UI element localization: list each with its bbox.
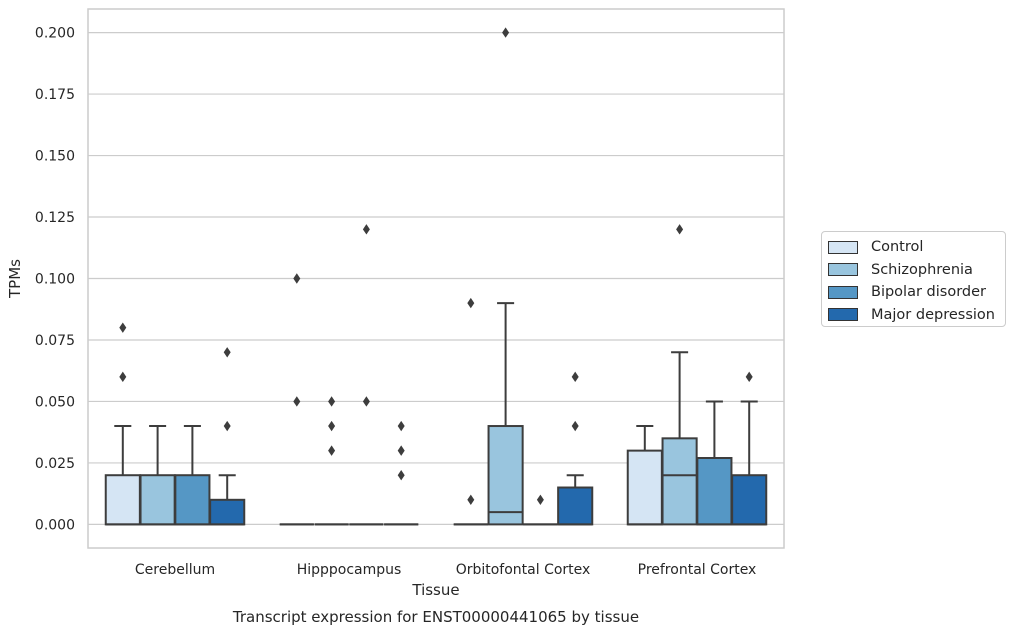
outlier-point bbox=[119, 371, 127, 383]
box-iqr bbox=[104, 474, 141, 526]
outlier-point bbox=[223, 347, 231, 358]
box-control bbox=[279, 273, 314, 526]
box-iqr bbox=[209, 498, 246, 526]
outlier-point bbox=[293, 396, 301, 407]
y-tick-label: 0.125 bbox=[35, 210, 75, 226]
box-schizophrenia bbox=[661, 224, 698, 526]
legend-item: Control bbox=[828, 236, 1005, 259]
x-axis-label: Tissue bbox=[411, 581, 459, 599]
x-tick-label: Prefrontal Cortex bbox=[638, 562, 757, 578]
box-schizophrenia bbox=[139, 425, 176, 526]
x-tick-label: Cerebellum bbox=[135, 562, 215, 578]
legend-label: Control bbox=[871, 239, 924, 256]
outlier-point bbox=[362, 396, 370, 407]
box-control bbox=[626, 425, 663, 526]
legend-label: Bipolar disorder bbox=[871, 284, 986, 301]
box-schizophrenia bbox=[314, 396, 349, 526]
box-control bbox=[453, 297, 488, 526]
box-bipolar-disorder bbox=[174, 425, 211, 526]
legend-swatch bbox=[828, 308, 858, 322]
box-iqr bbox=[626, 449, 663, 526]
outlier-point bbox=[119, 322, 127, 333]
y-tick-labels: 0.000 0.025 0.050 0.075 0.100 0.125 0.150 0.175… bbox=[35, 26, 75, 534]
outlier-point bbox=[571, 420, 579, 432]
outlier-point bbox=[223, 420, 231, 432]
outlier-point bbox=[745, 371, 753, 383]
legend-label: Major depression bbox=[871, 306, 995, 323]
box-major-depression bbox=[209, 347, 246, 526]
box-bipolar-disorder bbox=[696, 400, 733, 526]
box-major-depression bbox=[731, 371, 768, 526]
x-tick-label: Orbitofontal Cortex bbox=[456, 562, 591, 578]
chart-title: Transcript expression for ENST0000044106… bbox=[232, 608, 639, 626]
box-major-depression bbox=[557, 371, 594, 526]
legend-item: Major depression bbox=[828, 304, 1005, 327]
y-tick-label: 0.025 bbox=[35, 456, 75, 472]
box-iqr bbox=[557, 486, 594, 526]
legend-swatch bbox=[828, 285, 858, 299]
outlier-point bbox=[293, 273, 301, 284]
outlier-point bbox=[397, 470, 405, 481]
outlier-point bbox=[676, 224, 684, 235]
y-tick-label: 0.200 bbox=[35, 26, 75, 42]
outlier-point bbox=[502, 27, 510, 38]
legend-label: Schizophrenia bbox=[871, 261, 973, 278]
outlier-point bbox=[397, 420, 405, 432]
boxes-layer bbox=[104, 27, 768, 526]
box-schizophrenia bbox=[487, 27, 524, 526]
box-bipolar-disorder bbox=[349, 224, 384, 526]
box-iqr bbox=[661, 437, 698, 526]
outlier-point bbox=[397, 445, 405, 456]
outlier-point bbox=[536, 494, 544, 506]
outlier-point bbox=[467, 297, 475, 309]
plot-frame bbox=[87, 8, 785, 549]
outlier-point bbox=[328, 445, 336, 456]
box-bipolar-disorder bbox=[523, 494, 558, 526]
y-tick-label: 0.175 bbox=[35, 87, 75, 103]
box-iqr bbox=[174, 474, 211, 526]
x-tick-labels: Cerebellum Hipppocampus Orbitofontal Corte… bbox=[135, 562, 756, 578]
legend-item: Schizophrenia bbox=[828, 259, 1005, 282]
box-control bbox=[104, 322, 141, 526]
legend: Control Schizophrenia Bipolar disorder Majo… bbox=[821, 231, 1006, 327]
box-iqr bbox=[696, 457, 733, 526]
outlier-point bbox=[571, 371, 579, 383]
box-major-depression bbox=[384, 420, 419, 526]
legend-item: Bipolar disorder bbox=[828, 281, 1005, 304]
outlier-point bbox=[328, 420, 336, 432]
grid-lines bbox=[88, 32, 784, 525]
legend-swatch bbox=[828, 263, 858, 277]
y-tick-label: 0.075 bbox=[35, 333, 75, 349]
y-tick-label: 0.150 bbox=[35, 149, 75, 165]
outlier-point bbox=[328, 396, 336, 407]
box-iqr bbox=[731, 474, 768, 526]
y-tick-label: 0.100 bbox=[35, 272, 75, 288]
box-iqr bbox=[139, 474, 176, 526]
y-tick-label: 0.000 bbox=[35, 517, 75, 533]
y-tick-label: 0.050 bbox=[35, 394, 75, 410]
outlier-point bbox=[362, 224, 370, 235]
outlier-point bbox=[467, 494, 475, 506]
x-tick-label: Hipppocampus bbox=[297, 562, 402, 578]
box-iqr bbox=[487, 425, 524, 526]
y-axis-label: TPMs bbox=[6, 259, 24, 299]
legend-swatch bbox=[828, 240, 858, 254]
